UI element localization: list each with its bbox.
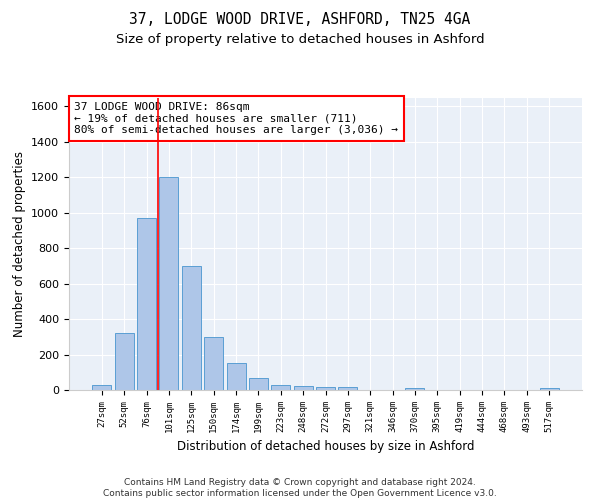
Bar [182,266,201,390]
Bar [227,362,245,390]
Text: Contains HM Land Registry data © Crown copyright and database right 2024.
Contai: Contains HM Land Registry data © Crown c… [103,478,497,498]
X-axis label: Distribution of detached houses by size in Ashford: Distribution of detached houses by size … [177,440,474,454]
Y-axis label: Number of detached properties: Number of detached properties [13,151,26,337]
Bar [406,388,424,390]
Bar [316,388,335,390]
Bar [249,378,268,390]
Text: Size of property relative to detached houses in Ashford: Size of property relative to detached ho… [116,32,484,46]
Bar [137,218,156,390]
Text: 37, LODGE WOOD DRIVE, ASHFORD, TN25 4GA: 37, LODGE WOOD DRIVE, ASHFORD, TN25 4GA [130,12,470,28]
Bar [115,334,134,390]
Bar [293,386,313,390]
Bar [271,384,290,390]
Bar [204,337,223,390]
Bar [92,384,112,390]
Bar [338,388,358,390]
Text: 37 LODGE WOOD DRIVE: 86sqm
← 19% of detached houses are smaller (711)
80% of sem: 37 LODGE WOOD DRIVE: 86sqm ← 19% of deta… [74,102,398,135]
Bar [160,178,178,390]
Bar [539,388,559,390]
